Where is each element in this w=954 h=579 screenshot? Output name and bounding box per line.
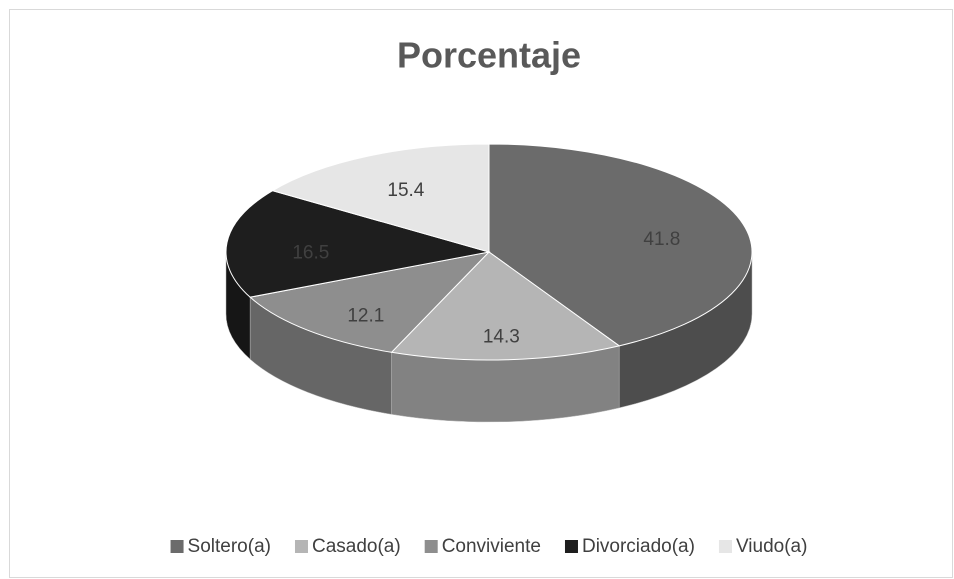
data-label: 12.1	[347, 305, 384, 326]
legend-label: Conviviente	[442, 536, 541, 557]
legend-swatch	[718, 540, 732, 553]
legend-swatch	[564, 540, 578, 553]
data-label: 14.3	[483, 327, 520, 348]
chart-title: Porcentaje	[397, 35, 581, 76]
data-label: 16.5	[292, 242, 329, 263]
slice	[249, 251, 491, 353]
slice	[271, 143, 490, 253]
legend-label: Casado(a)	[312, 536, 401, 557]
slice	[225, 190, 490, 298]
legend-label: Viudo(a)	[736, 536, 807, 557]
slice	[390, 251, 621, 361]
data-label: 41.8	[643, 229, 680, 250]
legend-swatch	[424, 540, 438, 553]
legend-label: Soltero(a)	[188, 536, 271, 557]
legend-label: Divorciado(a)	[582, 536, 695, 557]
legend-swatch	[170, 540, 184, 553]
legend-swatch	[294, 540, 308, 553]
data-label: 15.4	[387, 180, 424, 201]
slice	[488, 143, 753, 347]
